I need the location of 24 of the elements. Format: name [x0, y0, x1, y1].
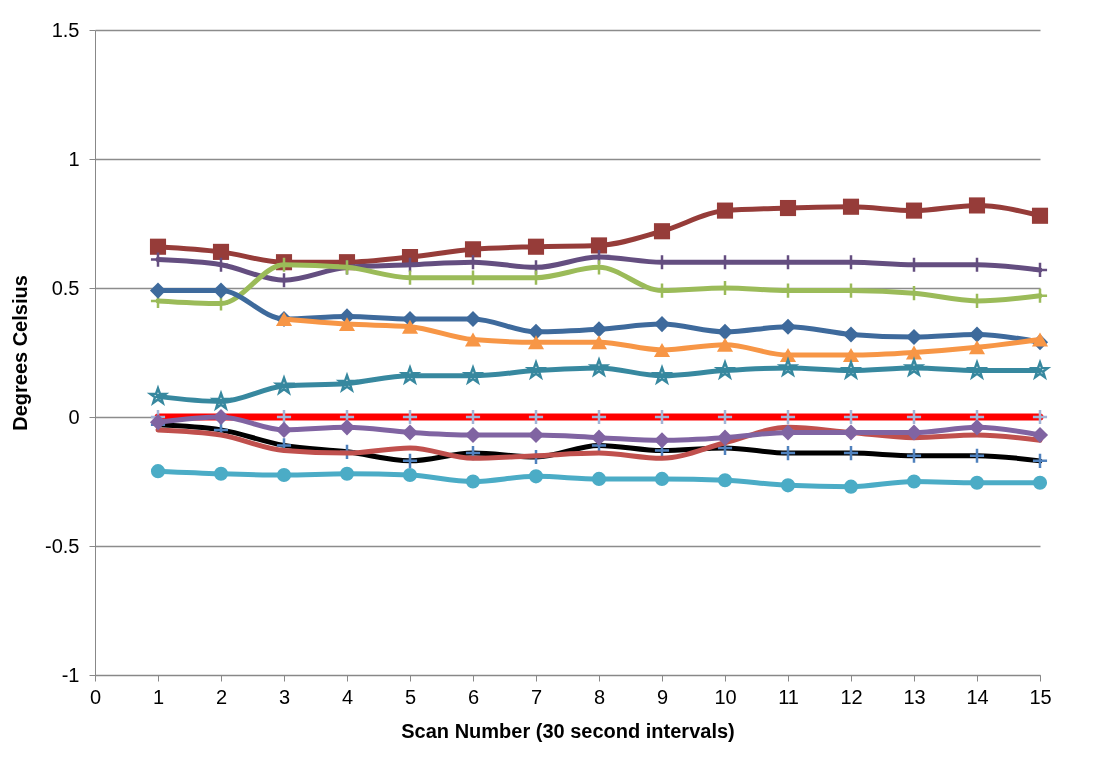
- x-tick-label: 2: [215, 685, 228, 708]
- x-tick-label: 14: [966, 685, 989, 708]
- y-tick-label: -1: [61, 663, 80, 686]
- x-tick-label: 6: [467, 685, 480, 708]
- x-tick-label: 1: [152, 685, 165, 708]
- y-tick-label: 1: [68, 147, 80, 170]
- y-tick-label: 0: [68, 405, 80, 428]
- x-tick-label: 11: [778, 685, 799, 708]
- x-tick-label: 5: [404, 685, 417, 708]
- x-tick-label: 3: [278, 685, 291, 708]
- y-tick-label: 1.5: [51, 18, 80, 41]
- x-axis-title: Scan Number (30 second intervals): [401, 719, 735, 742]
- x-tick-label: 9: [656, 685, 669, 708]
- x-tick-label: 0: [89, 685, 102, 708]
- x-tick-label: 12: [840, 685, 863, 708]
- x-tick-label: 7: [530, 685, 543, 708]
- x-tick-label: 4: [341, 685, 354, 708]
- x-tick-label: 13: [903, 685, 926, 708]
- x-tick-label: 8: [593, 685, 606, 708]
- y-axis-title: Degrees Celsius: [9, 275, 32, 431]
- y-tick-label: 0.5: [51, 276, 80, 299]
- y-tick-label: -0.5: [45, 534, 80, 557]
- x-tick-label: 10: [714, 685, 737, 708]
- x-tick-label: 15: [1029, 685, 1052, 708]
